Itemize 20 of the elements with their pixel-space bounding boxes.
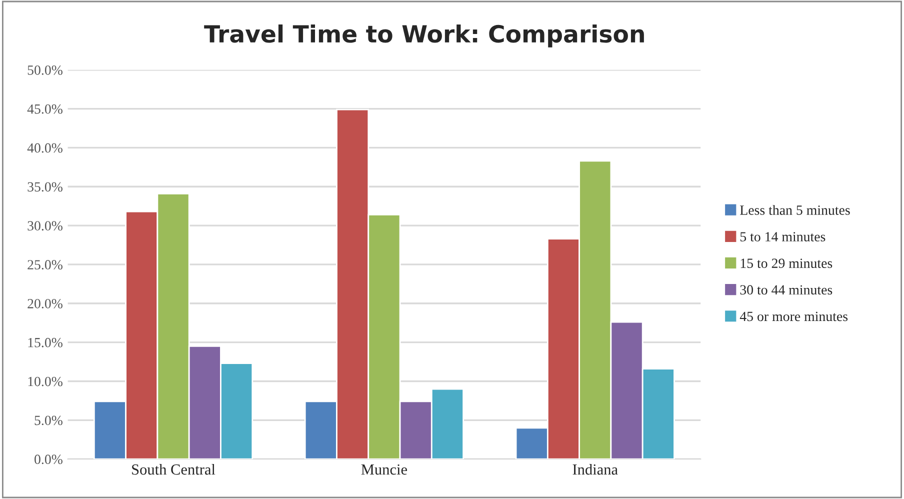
y-tick-label: 35.0%: [28, 182, 62, 192]
y-tick-label: 25.0%: [28, 260, 62, 270]
y-tick-label: 5.0%: [34, 416, 62, 426]
x-tick-label: South Central: [132, 464, 216, 475]
y-tick-label: 45.0%: [27, 104, 62, 114]
y-tick-label: 15.0%: [28, 338, 62, 348]
legend-label: 5 to 14 minutes: [740, 232, 826, 242]
x-tick-label: Indiana: [572, 464, 618, 475]
legend-label: 15 to 29 minutes: [740, 258, 832, 268]
y-tick-label: 10.0%: [28, 376, 62, 386]
y-tick-label: 40.0%: [27, 143, 62, 153]
x-tick-label: Muncie: [361, 464, 408, 475]
legend-label: Less than 5 minutes: [740, 205, 850, 215]
chart-title: Travel Time to Work: Comparison: [204, 24, 644, 48]
y-tick-label: 30.0%: [28, 221, 62, 231]
y-tick-label: 20.0%: [28, 298, 62, 308]
y-tick-label: 50.0%: [28, 65, 62, 75]
y-tick-label: 0.0%: [34, 454, 62, 464]
legend-label: 30 to 44 minutes: [740, 285, 832, 295]
legend-label: 45 or more minutes: [740, 312, 848, 322]
